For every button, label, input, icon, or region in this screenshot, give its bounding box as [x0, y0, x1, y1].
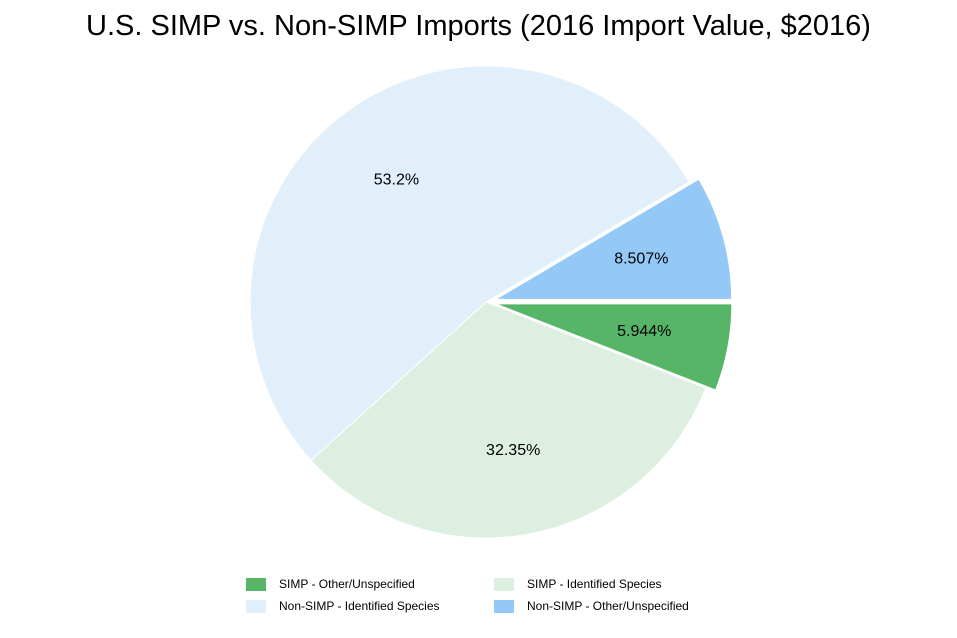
legend: SIMP - Other/Unspecified SIMP - Identifi… [246, 575, 766, 619]
legend-label: Non-SIMP - Other/Unspecified [527, 599, 689, 613]
legend-label: Non-SIMP - Identified Species [279, 599, 440, 613]
legend-label: SIMP - Identified Species [527, 577, 662, 591]
legend-swatch [246, 599, 266, 613]
slice-label: 5.944% [617, 323, 671, 340]
legend-item-simp-identified[interactable]: SIMP - Identified Species [494, 576, 662, 592]
legend-swatch [494, 599, 514, 613]
pie-slice[interactable] [310, 301, 707, 539]
legend-swatch [246, 577, 266, 591]
slice-label: 53.2% [374, 172, 419, 189]
pie-slice[interactable] [249, 65, 690, 462]
legend-item-non-simp-other[interactable]: Non-SIMP - Other/Unspecified [494, 598, 689, 614]
slice-label: 32.35% [486, 442, 540, 459]
legend-item-non-simp-identified[interactable]: Non-SIMP - Identified Species [246, 598, 440, 614]
legend-swatch [494, 577, 514, 591]
slice-label: 8.507% [614, 251, 668, 268]
legend-label: SIMP - Other/Unspecified [279, 577, 415, 591]
chart-title: U.S. SIMP vs. Non-SIMP Imports (2016 Imp… [86, 10, 871, 42]
legend-item-simp-other[interactable]: SIMP - Other/Unspecified [246, 576, 415, 592]
pie-slice[interactable] [493, 178, 733, 300]
pie-slice[interactable] [495, 303, 733, 391]
